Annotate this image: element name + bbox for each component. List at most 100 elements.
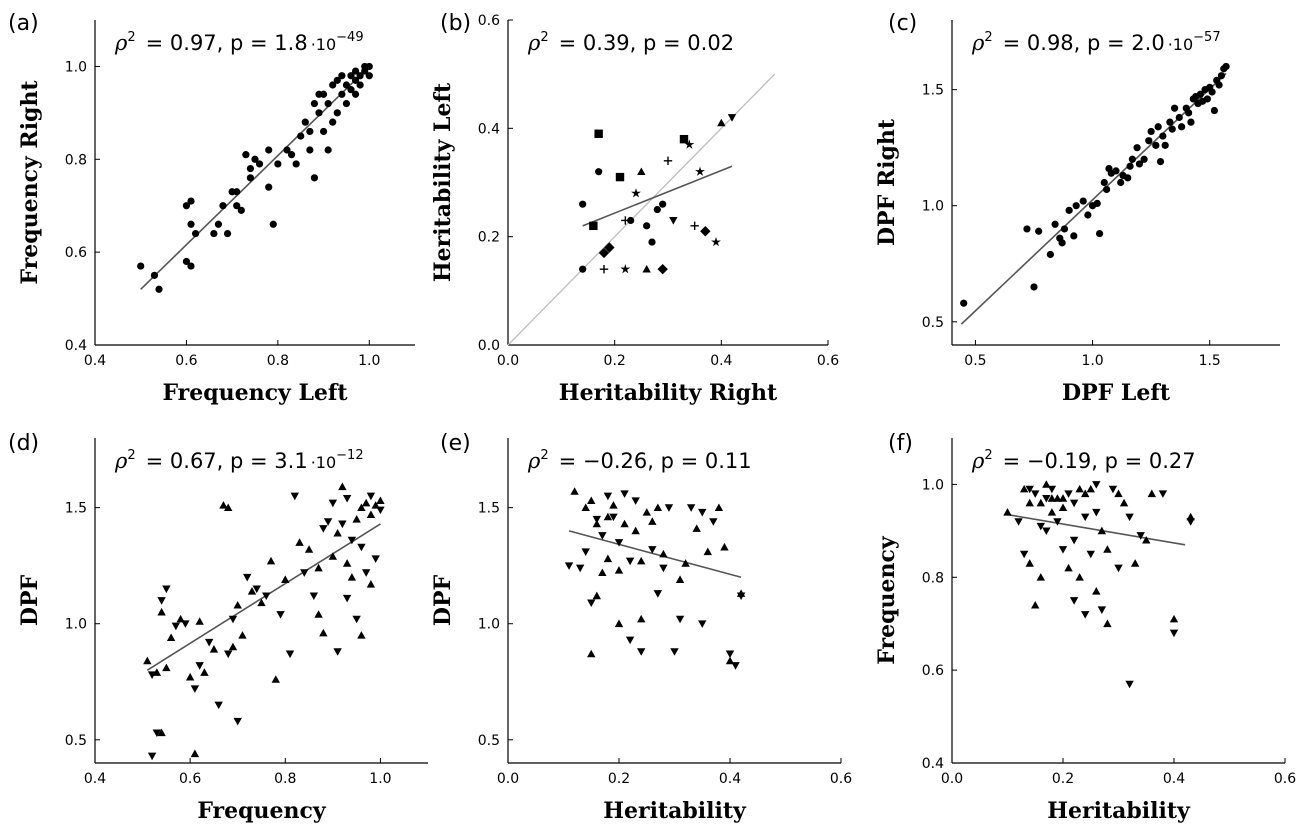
- data-point: [595, 168, 603, 176]
- data-point: [648, 546, 657, 554]
- data-point: [579, 200, 587, 208]
- data-point: [603, 512, 613, 521]
- fit-line-d: [146, 523, 381, 671]
- data-point: [1119, 498, 1129, 507]
- data-point: [603, 492, 613, 501]
- data-point: [315, 109, 323, 117]
- data-point: [371, 555, 380, 563]
- y-axis-label-f: Frequency: [874, 535, 900, 665]
- x-tick-label: 1.0: [358, 353, 380, 369]
- x-tick-label: 0.2: [604, 353, 626, 369]
- panel-e: (e) 0.0 0.2 0.4 0.6 0.5 1.0 1.5 Heritability DPF…: [430, 431, 852, 824]
- data-point: [675, 575, 685, 583]
- data-point: [598, 532, 607, 540]
- data-point: [603, 554, 613, 563]
- y-tick-label: 0.5: [478, 733, 500, 749]
- data-point: [357, 543, 366, 552]
- data-point: [309, 592, 319, 601]
- data-point: [631, 188, 641, 198]
- data-point: [1023, 225, 1031, 233]
- data-point: [338, 520, 347, 529]
- data-point: [960, 299, 968, 307]
- data-point: [376, 496, 385, 505]
- data-point: [333, 528, 342, 537]
- panel-b: (b) 0.0 0.2 0.4 0.6 0.0 0.2 0.4 0.6 Heritability…: [430, 11, 839, 406]
- data-point: [1126, 162, 1134, 170]
- data-point: [642, 508, 651, 516]
- x-tick-label: 0.6: [175, 353, 197, 369]
- y-tick-label: 0.8: [65, 152, 87, 168]
- data-point: [1035, 227, 1043, 235]
- data-point: [1014, 518, 1023, 526]
- data-point: [1058, 503, 1068, 512]
- stat-annotation-e: ρ2 = −0.26, p = 0.11: [527, 448, 752, 473]
- data-point: [692, 524, 701, 532]
- data-point: [1072, 202, 1080, 210]
- data-point: [171, 622, 181, 631]
- data-point: [310, 99, 319, 108]
- data-point: [1130, 559, 1140, 567]
- data-point: [333, 109, 341, 117]
- data-point: [238, 631, 247, 639]
- data-point: [1117, 178, 1125, 187]
- data-point: [152, 729, 162, 738]
- data-point: [251, 155, 259, 163]
- data-point: [347, 573, 357, 581]
- data-point: [1036, 522, 1045, 531]
- data-point: [642, 264, 651, 273]
- y-tick-label: 0.2: [478, 230, 500, 246]
- panel-f: (f) 0.0 0.2 0.4 0.6 0.4 0.6 0.8 1.0 Heritability…: [874, 431, 1296, 824]
- data-point: [1169, 629, 1179, 638]
- data-point: [310, 174, 319, 182]
- data-point: [157, 728, 166, 737]
- y-tick-label: 1.0: [65, 59, 87, 75]
- data-point: [233, 600, 242, 609]
- data-point: [1097, 606, 1107, 614]
- data-point: [162, 585, 171, 594]
- data-point: [1079, 197, 1087, 205]
- data-point: [675, 615, 685, 624]
- data-point: [1222, 62, 1230, 71]
- data-point: [342, 594, 352, 603]
- data-point: [361, 67, 369, 75]
- data-point: [587, 649, 596, 658]
- data-point: [1215, 81, 1223, 89]
- data-point: [564, 562, 574, 570]
- data-point: [182, 257, 191, 266]
- data-point: [365, 72, 373, 80]
- data-point: [709, 518, 718, 526]
- x-tick-label: 0.0: [941, 771, 963, 787]
- data-point: [233, 188, 241, 196]
- data-point: [155, 285, 163, 293]
- data-point: [679, 134, 689, 144]
- data-point: [228, 642, 238, 651]
- data-point: [1128, 155, 1136, 163]
- data-point: [615, 172, 625, 182]
- data-point: [157, 607, 166, 616]
- data-point: [1081, 513, 1090, 522]
- data-point: [347, 86, 355, 94]
- data-point: [1025, 559, 1034, 567]
- data-point: [329, 81, 337, 89]
- data-point: [281, 575, 290, 583]
- data-point: [195, 662, 204, 670]
- data-point: [1025, 485, 1034, 494]
- rho-exponent: 2: [127, 30, 135, 45]
- data-point: [604, 242, 615, 253]
- data-point: [1170, 104, 1179, 112]
- data-point: [342, 99, 351, 108]
- rho-exponent: 2: [540, 30, 548, 45]
- data-point: [338, 90, 346, 98]
- data-point: [631, 526, 640, 535]
- y-axis-label-b: Heritability Left: [430, 82, 456, 282]
- data-point: [324, 146, 332, 154]
- data-point: [361, 569, 371, 577]
- data-point: [265, 183, 273, 191]
- plot-area-f: 0.0 0.2 0.4 0.6 0.4 0.6 0.8 1.0 Heritability Freq…: [874, 438, 1296, 824]
- data-point: [361, 498, 371, 507]
- data-point: [1114, 564, 1123, 573]
- data-point: [703, 547, 712, 556]
- data-point: [1097, 526, 1107, 535]
- data-point: [190, 685, 200, 693]
- data-point: [659, 564, 668, 573]
